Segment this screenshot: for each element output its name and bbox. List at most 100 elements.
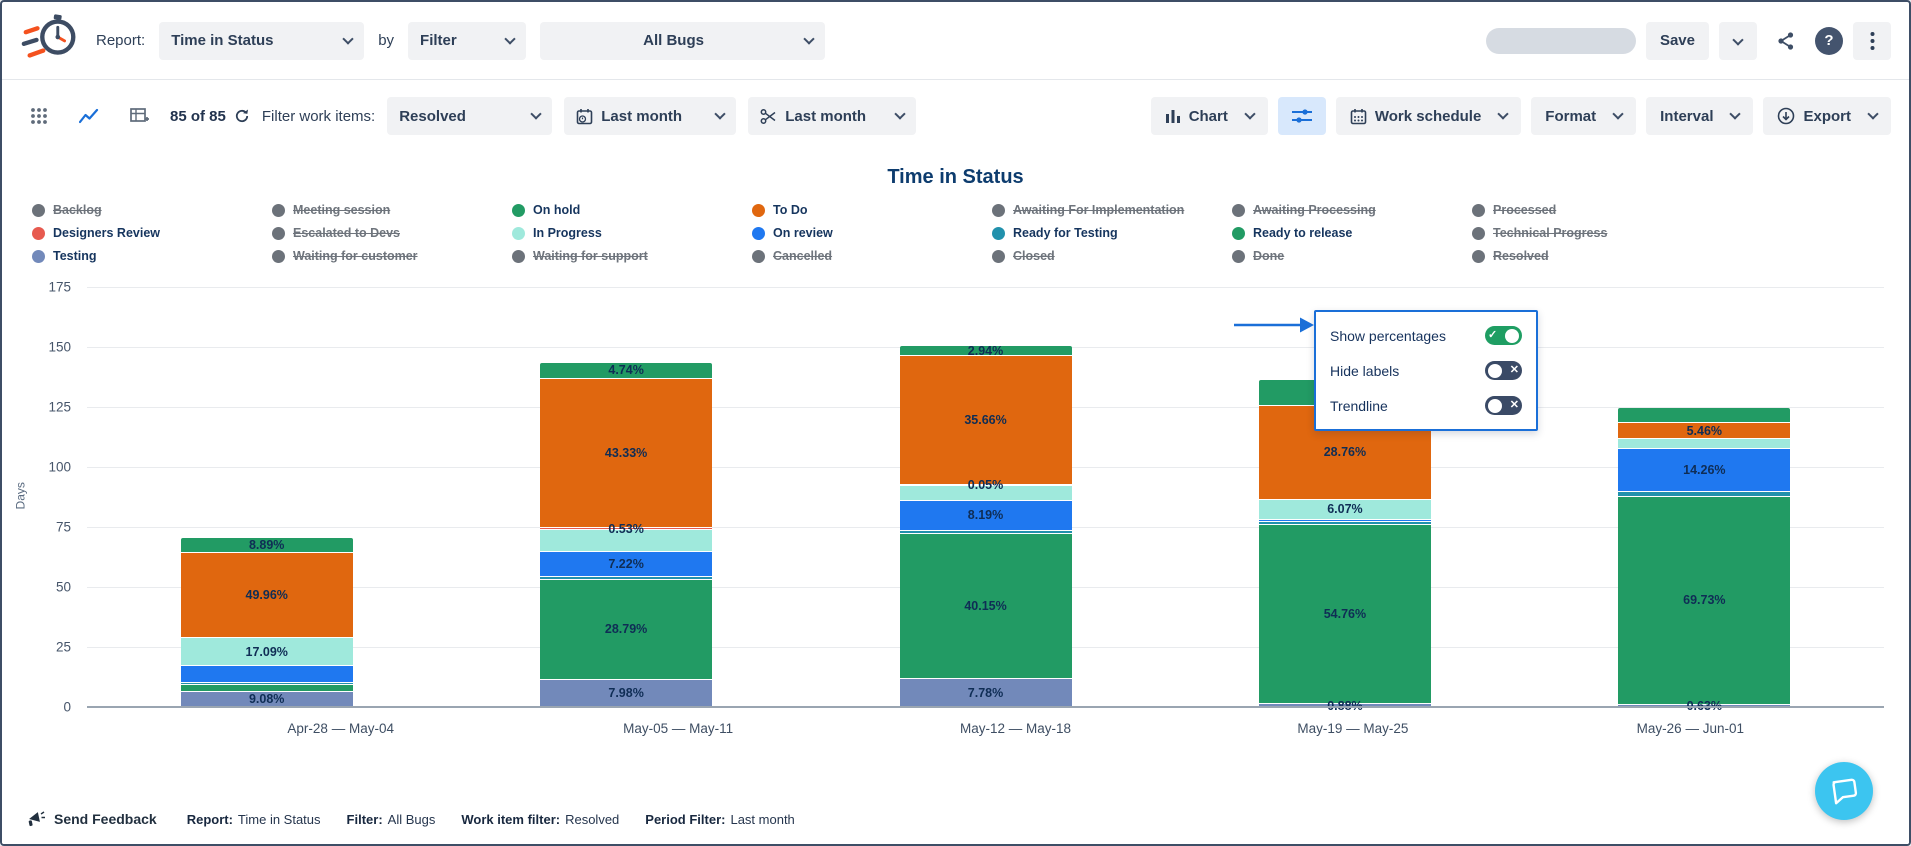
more-menu-button[interactable] (1853, 21, 1891, 60)
report-name-pill[interactable] (1485, 27, 1636, 54)
bar-segment (540, 529, 713, 553)
chevron-down-icon (1497, 108, 1509, 120)
chart-type-button[interactable]: Chart (1150, 97, 1268, 135)
segment-percent-label: 7.22% (608, 557, 644, 572)
table-view-button[interactable] (120, 97, 158, 135)
settings-row: Trendline ✕ (1316, 388, 1536, 423)
segment-percent-label: 6.07% (1327, 502, 1363, 517)
bar-segment: 49.96% (180, 553, 353, 638)
legend-item[interactable]: Waiting for support (512, 247, 752, 265)
legend-item[interactable]: Done (1232, 247, 1472, 265)
legend-item[interactable]: Ready for Testing (992, 224, 1232, 242)
work-items-count: 85 of 85 (170, 108, 250, 125)
settings-option-label: Trendline (1330, 397, 1388, 414)
segment-percent-label: 35.66% (964, 413, 1007, 428)
toggle-off[interactable]: ✕ (1485, 361, 1522, 380)
chat-fab-button[interactable] (1815, 762, 1873, 820)
chevron-down-icon (714, 108, 726, 120)
legend-item[interactable]: Cancelled (752, 247, 992, 265)
share-button[interactable] (1767, 22, 1805, 60)
chart-view-button[interactable] (70, 97, 108, 135)
bar-segment (1618, 491, 1791, 497)
legend-dot-icon (512, 203, 525, 217)
legend-dot-icon (272, 226, 285, 240)
y-axis-label: Days (13, 482, 28, 510)
legend-item[interactable]: Designers Review (32, 224, 272, 242)
date-range-select[interactable]: Last month (564, 97, 737, 135)
segment-percent-label: 43.33% (604, 446, 648, 461)
legend-dot-icon (1472, 203, 1485, 217)
legend-item[interactable]: Awaiting For Implementation (992, 201, 1232, 219)
grid-view-button[interactable] (20, 97, 58, 135)
chart-settings-button[interactable] (1277, 97, 1326, 135)
refresh-icon[interactable] (234, 108, 250, 124)
legend-item[interactable]: Processed (1472, 201, 1712, 219)
legend-item-label: Awaiting For Implementation (1013, 203, 1185, 217)
legend-item[interactable]: On hold (512, 201, 752, 219)
legend-dot-icon (992, 249, 1005, 263)
filter-work-items-label: Filter work items: (261, 107, 376, 125)
segment-percent-label: 7.98% (608, 686, 644, 701)
work-schedule-button[interactable]: Work schedule (1335, 97, 1522, 135)
legend-item-label: In Progress (533, 226, 602, 240)
save-options-button[interactable] (1719, 21, 1757, 60)
legend-item[interactable]: On review (752, 224, 992, 242)
bar-segment (180, 685, 353, 692)
legend-item[interactable]: Meeting session (272, 201, 512, 219)
segment-percent-label: 0.53% (608, 521, 644, 536)
bar-segment: 43.33% (540, 378, 713, 529)
legend-dot-icon (512, 226, 525, 240)
filter-value-select[interactable]: All Bugs (540, 21, 826, 60)
legend-item[interactable]: Testing (32, 247, 272, 265)
bar-segment (180, 666, 353, 683)
legend-item[interactable]: To Do (752, 201, 992, 219)
save-button[interactable]: Save (1645, 21, 1709, 60)
report-select[interactable]: Time in Status (159, 21, 365, 60)
legend-item[interactable]: Backlog (32, 201, 272, 219)
segment-percent-label: 28.76% (1323, 445, 1367, 460)
x-tick-label: May-19 — May-25 (1297, 721, 1409, 736)
bar-slot: 9.08% 17.09% 49.96% 8.89% (87, 287, 446, 707)
format-button[interactable]: Format (1531, 97, 1637, 135)
legend-item[interactable]: In Progress (512, 224, 752, 242)
filter-type-select[interactable]: Filter (408, 21, 527, 60)
stacked-bar: 7.98% 28.79% 7.22% 0.53% 43.33% 4.74% (540, 362, 713, 707)
legend-item[interactable]: Technical Progress (1472, 224, 1712, 242)
toggle-off[interactable]: ✕ (1485, 396, 1522, 415)
bar-segment: 7.98% (540, 679, 713, 707)
legend-item-label: Awaiting Processing (1253, 203, 1376, 217)
help-button[interactable]: ? (1815, 26, 1843, 55)
toolbar: 85 of 85 Filter work items: Resolved Las… (2, 80, 1909, 152)
legend-item-label: Testing (53, 249, 97, 263)
legend-item[interactable]: Awaiting Processing (1232, 201, 1472, 219)
chevron-down-icon (530, 108, 542, 120)
legend-dot-icon (32, 226, 45, 240)
summary-item: Period Filter: Last month (645, 812, 795, 827)
chevron-down-icon (1612, 108, 1624, 120)
legend-dot-icon (992, 203, 1005, 217)
bar-segment: 0.88% (1258, 699, 1431, 713)
report-summary: Report: Time in Status Filter: All Bugs Work… (187, 812, 795, 827)
legend-item[interactable]: Ready to release (1232, 224, 1472, 242)
legend-item-label: Waiting for customer (293, 249, 418, 263)
settings-row: Show percentages ✓ (1316, 318, 1536, 353)
legend-item-label: Designers Review (53, 226, 160, 240)
segment-percent-label: 8.19% (967, 508, 1004, 523)
period-filter-select[interactable]: Last month (748, 97, 917, 135)
legend-item[interactable]: Escalated to Devs (272, 224, 512, 242)
interval-button[interactable]: Interval (1646, 97, 1754, 135)
legend-item[interactable]: Resolved (1472, 247, 1712, 265)
share-icon (1778, 31, 1794, 50)
export-button[interactable]: Export (1763, 97, 1891, 135)
bar-segment: 14.26% (1618, 449, 1791, 492)
work-item-filter-select[interactable]: Resolved (387, 97, 553, 135)
bar-segment: 40.15% (899, 534, 1072, 679)
send-feedback-button[interactable]: Send Feedback (26, 810, 157, 828)
chevron-down-icon (1732, 33, 1744, 46)
toggle-on[interactable]: ✓ (1485, 326, 1522, 345)
chart-title: Time in Status (887, 166, 1024, 188)
bar-segment: 0.53% (540, 522, 713, 536)
legend-dot-icon (992, 226, 1005, 240)
legend-item[interactable]: Waiting for customer (272, 247, 512, 265)
legend-item[interactable]: Closed (992, 247, 1232, 265)
